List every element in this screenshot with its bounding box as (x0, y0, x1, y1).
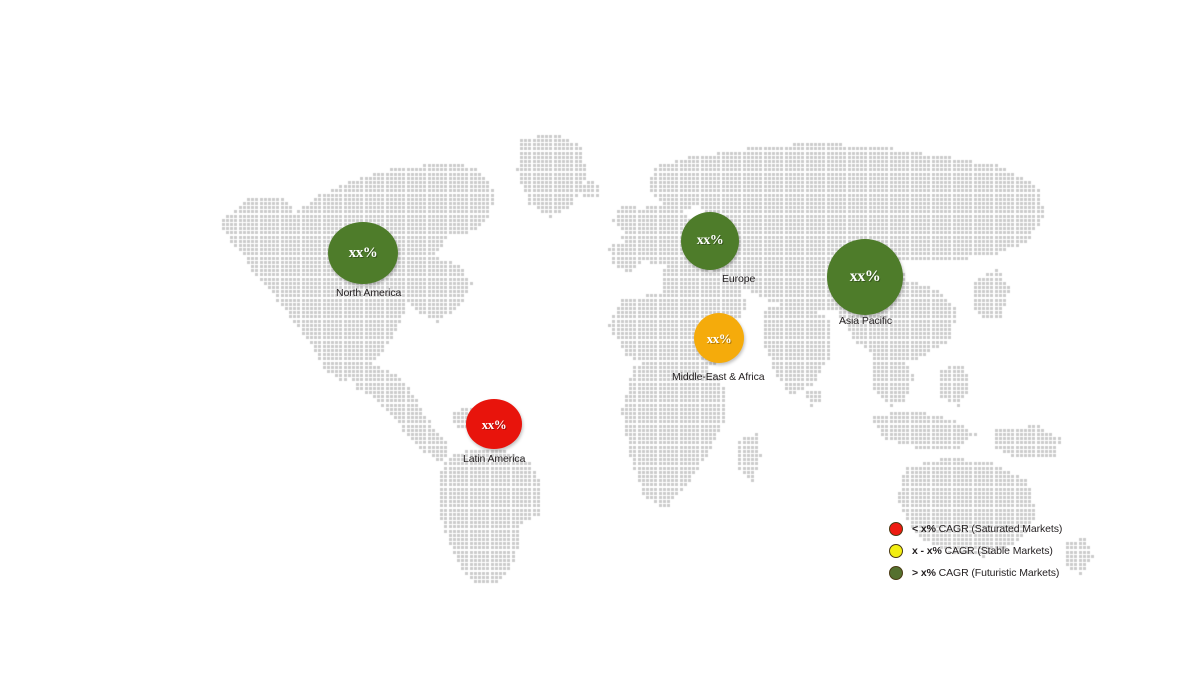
legend-label-saturated: < x% CAGR (Saturated Markets) (912, 523, 1062, 535)
legend-desc-futuristic: CAGR (Futuristic Markets) (935, 567, 1060, 579)
legend-item-stable[interactable]: x - x% CAGR (Stable Markets) (889, 540, 1062, 562)
legend-dot-stable-icon (889, 544, 903, 558)
region-bubble-europe[interactable]: xx% (681, 212, 739, 270)
region-bubble-north-america[interactable]: xx% (328, 222, 398, 284)
legend-dot-futuristic-icon (889, 566, 903, 580)
region-value-north-america: xx% (348, 244, 378, 261)
region-bubble-middle-east-africa[interactable]: xx% (694, 313, 744, 363)
region-bubble-asia-pacific[interactable]: xx% (827, 239, 903, 315)
region-value-europe: xx% (696, 233, 724, 248)
region-label-north-america: North America (336, 287, 402, 299)
region-label-europe: Europe (722, 273, 756, 285)
legend-item-saturated[interactable]: < x% CAGR (Saturated Markets) (889, 518, 1062, 540)
legend-desc-saturated: CAGR (Saturated Markets) (935, 523, 1063, 535)
legend-item-futuristic[interactable]: > x% CAGR (Futuristic Markets) (889, 562, 1062, 584)
region-label-asia-pacific: Asia Pacific (839, 315, 893, 327)
region-label-latin-america: Latin America (463, 453, 526, 465)
legend-range-stable: x - x% (912, 545, 942, 557)
region-value-asia-pacific: xx% (849, 268, 881, 285)
legend-label-stable: x - x% CAGR (Stable Markets) (912, 545, 1053, 557)
legend-range-futuristic: > x% (912, 567, 936, 579)
region-value-middle-east-africa: xx% (706, 330, 732, 346)
region-label-middle-east-africa: Middle-East & Africa (672, 371, 765, 383)
region-value-latin-america: xx% (481, 416, 507, 432)
legend-desc-stable: CAGR (Stable Markets) (941, 545, 1053, 557)
legend-label-futuristic: > x% CAGR (Futuristic Markets) (912, 567, 1059, 579)
region-bubble-latin-america[interactable]: xx% (466, 399, 522, 449)
legend-range-saturated: < x% (912, 523, 936, 535)
legend-dot-saturated-icon (889, 522, 903, 536)
legend: < x% CAGR (Saturated Markets) x - x% CAGR… (889, 518, 1062, 584)
